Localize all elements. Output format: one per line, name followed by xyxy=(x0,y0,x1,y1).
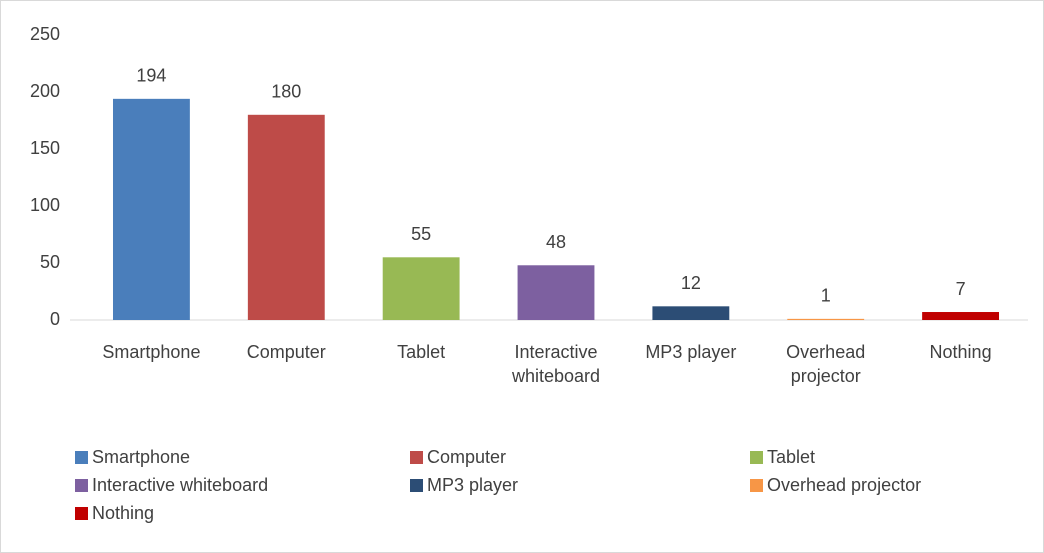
legend-label: Overhead projector xyxy=(767,475,922,495)
legend-swatch xyxy=(75,451,88,464)
y-tick-label: 200 xyxy=(30,81,60,101)
legend-swatch xyxy=(410,451,423,464)
legend-label: Interactive whiteboard xyxy=(92,475,269,495)
x-tick-label: Overhead projector xyxy=(786,342,866,386)
bar xyxy=(652,306,730,320)
bar xyxy=(112,98,190,320)
legend-label: MP3 player xyxy=(427,475,519,495)
legend-item: Computer xyxy=(410,446,506,468)
bar xyxy=(247,114,325,320)
y-tick-label: 100 xyxy=(30,195,60,215)
x-tick-label: MP3 player xyxy=(645,342,737,362)
legend-item: Overhead projector xyxy=(750,474,921,496)
bar xyxy=(517,265,595,320)
data-label: 180 xyxy=(271,82,301,102)
data-label: 48 xyxy=(546,232,566,252)
x-tick-label: Interactive whiteboard xyxy=(511,342,601,386)
legend-item: MP3 player xyxy=(410,474,518,496)
y-tick-label: 0 xyxy=(50,309,60,329)
legend-label: Smartphone xyxy=(92,447,191,467)
y-tick-label: 150 xyxy=(30,138,60,158)
data-label: 194 xyxy=(136,66,166,86)
legend-label: Computer xyxy=(427,447,507,467)
legend-label: Tablet xyxy=(767,447,816,467)
legend-swatch xyxy=(750,479,763,492)
bar xyxy=(922,312,1000,320)
x-tick-label: Tablet xyxy=(397,342,446,362)
x-tick-label: Smartphone xyxy=(102,342,201,362)
data-label: 1 xyxy=(821,286,831,306)
data-label: 55 xyxy=(411,224,431,244)
bar xyxy=(382,257,460,320)
x-tick-label: Nothing xyxy=(929,342,992,362)
y-tick-label: 250 xyxy=(30,24,60,44)
x-tick-label: Computer xyxy=(246,342,326,362)
legend-item: Smartphone xyxy=(75,446,190,468)
bar xyxy=(787,318,865,320)
data-label: 7 xyxy=(956,279,966,299)
y-tick-label: 50 xyxy=(40,252,60,272)
legend-item: Nothing xyxy=(75,502,154,524)
legend-item: Interactive whiteboard xyxy=(75,474,268,496)
legend-swatch xyxy=(750,451,763,464)
data-label: 12 xyxy=(681,273,701,293)
legend-label: Nothing xyxy=(92,503,155,523)
legend-swatch xyxy=(410,479,423,492)
legend-item: Tablet xyxy=(750,446,815,468)
legend-swatch xyxy=(75,479,88,492)
legend-swatch xyxy=(75,507,88,520)
